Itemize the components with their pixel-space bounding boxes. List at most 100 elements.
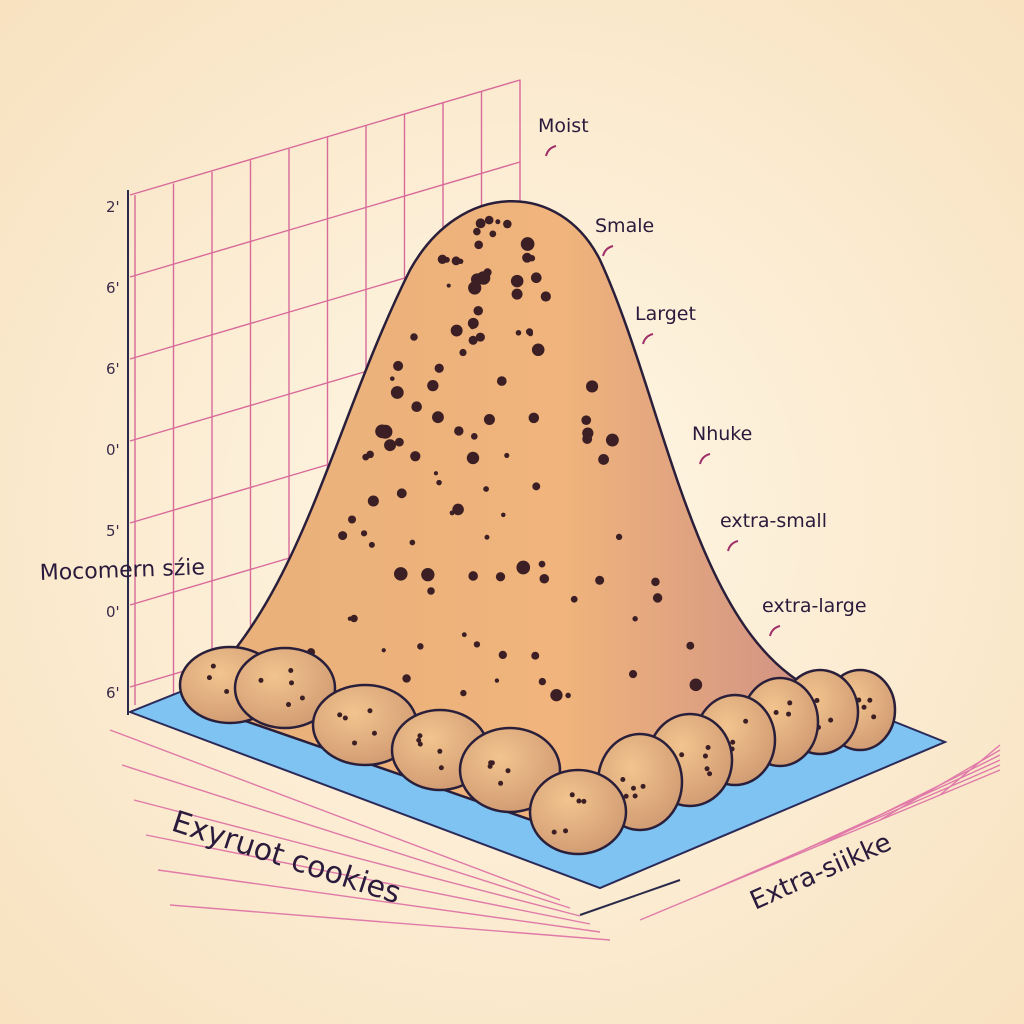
annotation-pointer	[727, 540, 739, 552]
chip	[511, 288, 523, 300]
chip	[743, 718, 749, 724]
grid-line	[133, 799, 581, 917]
chip	[686, 641, 695, 650]
chip	[390, 386, 404, 399]
chip	[570, 595, 578, 603]
chip	[367, 708, 373, 714]
chip	[452, 503, 464, 516]
chip	[530, 272, 542, 284]
chip	[569, 792, 575, 798]
chip	[551, 829, 557, 835]
chip	[393, 567, 408, 581]
chip	[473, 227, 481, 236]
chip	[505, 768, 511, 774]
chip	[582, 427, 594, 439]
y-tick-label: 6'	[106, 279, 120, 297]
chip	[494, 678, 500, 683]
chip	[473, 641, 481, 648]
chip	[473, 306, 483, 316]
annotation: extra-small	[720, 510, 827, 532]
y-tick-label: 0'	[106, 441, 120, 459]
chip	[483, 268, 492, 277]
chip	[436, 479, 442, 486]
chip	[620, 776, 626, 782]
chip	[565, 692, 571, 699]
chip	[487, 763, 493, 769]
chip	[705, 745, 711, 751]
chip	[366, 450, 374, 459]
annotation: extra-large	[762, 595, 867, 617]
chip	[289, 680, 295, 686]
chip	[438, 765, 444, 771]
chip	[443, 256, 450, 263]
chip	[288, 668, 294, 674]
chip	[381, 648, 386, 653]
chip	[704, 766, 710, 772]
chip	[510, 274, 524, 288]
chip	[531, 343, 545, 357]
chip	[495, 219, 501, 225]
grid-line	[129, 79, 521, 196]
chip	[384, 439, 397, 452]
chip	[286, 702, 292, 708]
chip	[352, 740, 358, 746]
chip	[342, 715, 348, 721]
y-tick-label: 6'	[106, 360, 120, 378]
chip	[470, 433, 478, 440]
annotation-pointer	[602, 245, 614, 257]
chip	[595, 575, 605, 585]
chip	[475, 218, 486, 229]
chip	[576, 798, 582, 804]
floor-grid	[109, 729, 1001, 941]
y-tick-label: 6'	[106, 684, 120, 702]
chip	[632, 793, 638, 799]
chip	[532, 482, 541, 491]
annotation-pointer	[699, 453, 711, 465]
chip	[393, 360, 404, 371]
annotation-pointer	[545, 145, 557, 157]
chip	[360, 530, 368, 537]
chip	[417, 741, 423, 747]
chip	[394, 437, 404, 447]
y-tick-label: 2'	[106, 198, 120, 216]
chip	[540, 291, 551, 302]
chip	[396, 488, 407, 499]
grid-line	[939, 744, 1001, 796]
x-axis	[579, 879, 681, 916]
chip	[258, 677, 264, 683]
chip	[417, 643, 424, 650]
chip	[623, 793, 629, 799]
grid-line	[109, 729, 561, 901]
annotation: Smale	[595, 215, 654, 237]
chocolate-chips	[307, 215, 703, 702]
y-ticks: 2' 6' 6' 0' 5' 0' 6'	[106, 198, 120, 702]
chip	[451, 256, 461, 266]
chip	[427, 379, 439, 392]
chip	[640, 783, 646, 789]
chip	[483, 486, 489, 492]
annotation: Moist	[538, 115, 589, 137]
chip	[702, 753, 708, 759]
chip	[539, 573, 550, 584]
chip	[410, 333, 418, 341]
chip	[651, 577, 660, 587]
chip	[520, 237, 535, 251]
dough-mound	[182, 200, 872, 832]
chip	[458, 258, 464, 265]
grid-line	[129, 161, 521, 278]
chip	[615, 533, 623, 541]
chip	[299, 695, 305, 701]
chip	[531, 651, 540, 660]
chip	[450, 324, 463, 337]
grid-line	[121, 764, 571, 909]
chip	[773, 709, 779, 715]
grid-line	[169, 904, 611, 941]
chip	[814, 697, 820, 703]
chip	[538, 560, 546, 568]
annotation-pointer	[642, 333, 654, 345]
chip	[411, 401, 422, 413]
chip	[538, 677, 547, 686]
chip	[446, 283, 451, 288]
